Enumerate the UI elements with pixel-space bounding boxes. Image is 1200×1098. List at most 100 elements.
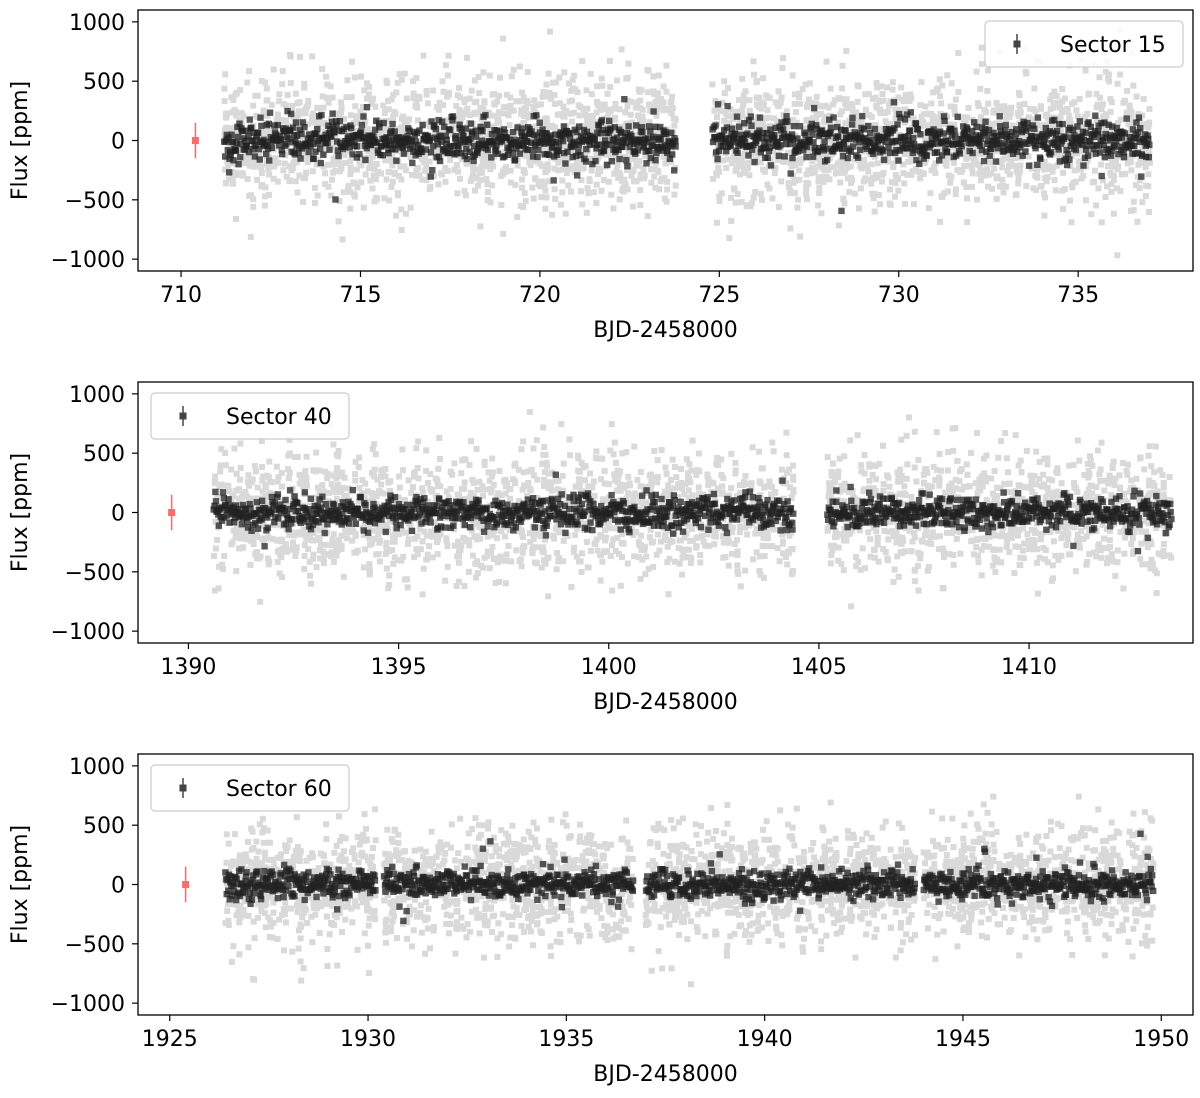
raw-flux-point (452, 167, 458, 173)
raw-flux-point (711, 541, 717, 547)
raw-flux-point (745, 160, 751, 166)
raw-flux-point (949, 80, 955, 86)
raw-flux-point (793, 162, 799, 168)
raw-flux-point (617, 106, 623, 112)
raw-flux-point (1131, 199, 1137, 205)
binned-flux-point (1062, 134, 1068, 140)
raw-flux-point (964, 195, 970, 201)
binned-flux-point (777, 142, 783, 148)
binned-flux-point (810, 139, 816, 145)
raw-flux-point (250, 204, 256, 210)
raw-flux-point (1059, 107, 1065, 113)
binned-flux-point (471, 158, 477, 164)
binned-flux-point (959, 143, 965, 149)
raw-flux-point (955, 89, 961, 95)
raw-flux-point (264, 86, 270, 92)
raw-flux-point (1008, 106, 1014, 112)
raw-flux-point (1146, 209, 1152, 215)
raw-flux-point (1041, 213, 1047, 219)
binned-flux-point (791, 123, 797, 129)
raw-flux-point (549, 212, 555, 218)
raw-flux-point (481, 154, 487, 160)
binned-flux-point (765, 155, 771, 161)
binned-flux-point (668, 130, 674, 136)
raw-flux-point (756, 104, 762, 110)
raw-flux-point (895, 188, 901, 194)
raw-flux-point (1058, 114, 1064, 120)
raw-flux-point (1062, 96, 1068, 102)
binned-flux-point (298, 131, 304, 137)
raw-flux-point (884, 85, 890, 91)
raw-flux-point (1118, 117, 1124, 123)
binned-flux-point (788, 170, 794, 176)
binned-flux-point (981, 158, 987, 164)
raw-flux-point (521, 167, 527, 173)
binned-flux-point (748, 123, 754, 129)
raw-flux-point (483, 176, 489, 182)
raw-flux-point (501, 104, 507, 110)
raw-flux-point (754, 79, 760, 85)
raw-flux-point (994, 100, 1000, 106)
binned-flux-point (428, 173, 434, 179)
binned-flux-point (337, 118, 343, 124)
raw-flux-point (390, 179, 396, 185)
raw-flux-point (319, 66, 325, 72)
binned-flux-point (255, 130, 261, 136)
raw-flux-point (625, 104, 631, 110)
raw-flux-point (979, 45, 985, 51)
binned-flux-point (957, 150, 963, 156)
raw-flux-point (458, 470, 464, 476)
raw-flux-point (902, 201, 908, 207)
raw-flux-point (937, 219, 943, 225)
raw-flux-point (926, 205, 932, 211)
raw-flux-point (487, 73, 493, 79)
binned-flux-point (952, 134, 958, 140)
binned-flux-point (226, 169, 232, 175)
raw-flux-point (435, 466, 441, 472)
raw-flux-point (248, 234, 254, 240)
raw-flux-point (599, 559, 605, 565)
raw-flux-point (606, 179, 612, 185)
raw-flux-point (552, 196, 558, 202)
raw-flux-point (874, 105, 880, 111)
binned-flux-point (951, 128, 957, 134)
raw-flux-point (421, 566, 427, 572)
raw-flux-point (1001, 103, 1007, 109)
raw-flux-point (571, 73, 577, 79)
binned-flux-point (1077, 118, 1083, 124)
raw-flux-point (545, 178, 551, 184)
raw-flux-point (1114, 252, 1120, 258)
raw-flux-point (417, 96, 423, 102)
raw-flux-point (485, 189, 491, 195)
binned-flux-point (859, 113, 865, 119)
raw-flux-point (696, 451, 702, 457)
y-tick-label: 1000 (69, 11, 125, 36)
raw-flux-point (373, 195, 379, 201)
raw-flux-point (577, 113, 583, 119)
raw-flux-point (456, 85, 462, 91)
raw-flux-point (908, 95, 914, 101)
raw-flux-point (792, 101, 798, 107)
raw-flux-point (375, 169, 381, 175)
raw-flux-point (662, 196, 668, 202)
raw-flux-point (293, 91, 299, 97)
raw-flux-point (836, 95, 842, 101)
raw-flux-point (470, 553, 476, 559)
raw-flux-point (566, 81, 572, 87)
raw-flux-point (953, 186, 959, 192)
binned-flux-point (512, 157, 518, 163)
raw-flux-point (1115, 81, 1121, 87)
binned-flux-point (574, 172, 580, 178)
raw-flux-point (637, 187, 643, 193)
raw-flux-point (534, 477, 540, 483)
raw-flux-point (558, 421, 564, 427)
raw-flux-point (921, 111, 927, 117)
binned-flux-point (517, 151, 523, 157)
raw-flux-point (490, 163, 496, 169)
raw-flux-point (750, 444, 756, 450)
raw-flux-point (985, 67, 991, 73)
raw-flux-point (856, 205, 862, 211)
binned-flux-point (519, 125, 525, 131)
binned-flux-point (482, 112, 488, 118)
raw-flux-point (446, 53, 452, 59)
